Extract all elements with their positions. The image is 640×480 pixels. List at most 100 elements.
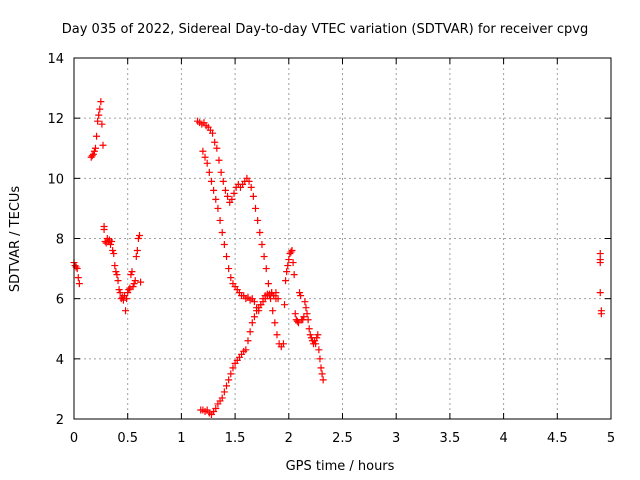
data-point-arc-a <box>91 144 99 152</box>
data-point-arc-f <box>318 370 326 378</box>
data-point-arc-f <box>315 346 323 354</box>
data-point-arc-f <box>302 304 310 312</box>
data-point-arc-b <box>110 250 118 258</box>
data-point-arc-a <box>89 150 97 158</box>
data-point-arc-f <box>301 298 309 306</box>
data-point-arc-c <box>279 340 287 348</box>
data-point-arc-a <box>98 120 106 128</box>
y-tick-label: 8 <box>56 233 64 248</box>
data-point-arc-f <box>282 277 290 285</box>
data-point-arc-e <box>223 382 231 390</box>
x-tick-label: 2 <box>285 431 293 446</box>
data-point-arc-b <box>112 268 120 276</box>
data-point-arc-a <box>94 117 102 125</box>
data-point-arc-b <box>100 225 108 233</box>
data-point-arc-f <box>289 259 297 267</box>
data-point-arc-b <box>115 286 123 294</box>
data-point-arc-f <box>304 316 312 324</box>
y-tick-label: 14 <box>47 52 64 67</box>
data-point-arc-c <box>249 192 257 200</box>
data-point-arc-c <box>230 189 238 197</box>
data-point-arc-b <box>125 286 133 294</box>
data-point-arc-d <box>205 168 213 176</box>
data-point-arc-d <box>199 147 207 155</box>
data-point-arc-f <box>287 248 295 256</box>
data-point-arc-f <box>305 325 313 333</box>
data-point-arc-d <box>218 228 226 236</box>
data-point-arc-e <box>220 388 228 396</box>
data-point-arc-a <box>90 147 98 155</box>
data-point-arc-e <box>227 370 235 378</box>
y-axis-label: SDTVAR / TECUs <box>8 186 23 293</box>
data-point-arc-b <box>119 296 127 304</box>
y-tick-label: 6 <box>56 293 64 308</box>
data-point-arc-f <box>294 319 302 327</box>
data-point-arc-b <box>111 262 119 270</box>
data-point-end <box>596 289 604 297</box>
data-point-end <box>596 250 604 258</box>
data-point-arc-f <box>284 262 292 270</box>
data-point-arc-f <box>300 313 308 321</box>
grid-lines <box>74 58 611 419</box>
data-point-arc-b <box>129 283 137 291</box>
data-point-arc-b <box>134 235 142 242</box>
x-tick-label: 2.5 <box>332 431 353 446</box>
data-point-arc-f <box>291 310 299 318</box>
data-point-arc-f <box>319 376 327 384</box>
data-point-arc-f <box>293 317 301 325</box>
data-point-arc-c <box>217 168 225 176</box>
data-point-arc-d <box>223 253 231 261</box>
data-point-arc-e <box>218 394 226 402</box>
data-point-arc-c <box>221 186 229 194</box>
data-point-arc-a <box>95 111 103 119</box>
x-tick-label: 4 <box>499 431 507 446</box>
data-point-end <box>597 310 605 318</box>
data-point-arc-c <box>209 129 217 137</box>
data-point-arc-f <box>297 292 305 300</box>
data-point-arc-c <box>273 331 281 339</box>
data-point-arc-b <box>132 253 140 261</box>
y-tick-label: 4 <box>56 353 64 368</box>
data-point-arc-b <box>107 241 115 249</box>
data-point-arc-b <box>127 271 135 279</box>
data-point-arc-f <box>285 256 293 264</box>
data-point-arc-c <box>269 307 277 315</box>
data-point-arc-b <box>123 295 131 303</box>
x-tick-label: 3.5 <box>440 431 461 446</box>
data-point-arc-b <box>126 284 134 292</box>
data-point-arc-e <box>225 376 233 384</box>
data-point-arc-b <box>108 238 116 246</box>
data-point-arc-c <box>264 280 272 288</box>
data-point-arc-f <box>312 340 320 348</box>
data-point-arc-f <box>290 271 298 279</box>
data-point-start <box>73 265 81 273</box>
data-points <box>70 98 605 418</box>
data-point-arc-f <box>317 364 325 372</box>
data-point-arc-d <box>201 153 209 161</box>
data-point-arc-b <box>133 247 141 255</box>
data-point-arc-e <box>212 404 220 412</box>
data-point-arc-d <box>225 265 233 273</box>
x-tick-label: 4.5 <box>547 431 568 446</box>
data-point-end <box>596 259 604 267</box>
data-point-arc-b <box>113 271 121 279</box>
x-tick-label: 0.5 <box>117 431 138 446</box>
data-point-arc-d <box>212 195 220 203</box>
data-point-arc-b <box>122 307 130 315</box>
data-point-arc-c <box>254 216 262 224</box>
data-point-arc-c <box>271 319 279 327</box>
data-point-arc-b <box>136 231 144 239</box>
data-point-arc-e <box>250 313 258 321</box>
data-point-arc-c <box>224 192 232 200</box>
data-point-arc-b <box>116 289 124 297</box>
data-point-start <box>75 280 83 288</box>
data-point-arc-c <box>245 177 253 185</box>
data-point-arc-c <box>258 241 266 249</box>
data-point-arc-c <box>256 228 264 236</box>
data-point-start <box>74 274 82 282</box>
data-point-arc-b <box>114 277 122 285</box>
data-point-arc-f <box>306 331 314 339</box>
data-point-arc-c <box>219 177 227 185</box>
y-tick-label: 12 <box>47 112 64 127</box>
